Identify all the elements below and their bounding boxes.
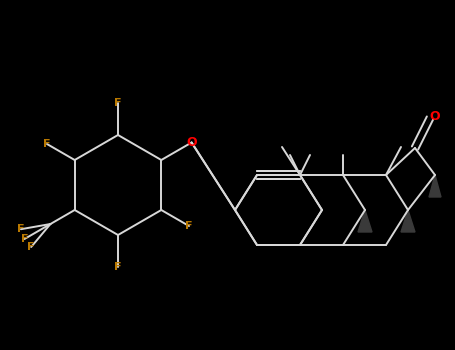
Polygon shape — [429, 175, 441, 197]
Polygon shape — [358, 210, 372, 232]
Text: F: F — [21, 234, 28, 244]
Text: F: F — [114, 262, 122, 272]
Text: O: O — [186, 136, 197, 149]
Text: F: F — [27, 242, 35, 252]
Text: F: F — [17, 224, 25, 234]
Text: F: F — [114, 98, 122, 108]
Text: O: O — [430, 110, 440, 122]
Polygon shape — [401, 210, 415, 232]
Text: F: F — [43, 139, 51, 149]
Text: F: F — [185, 221, 193, 231]
